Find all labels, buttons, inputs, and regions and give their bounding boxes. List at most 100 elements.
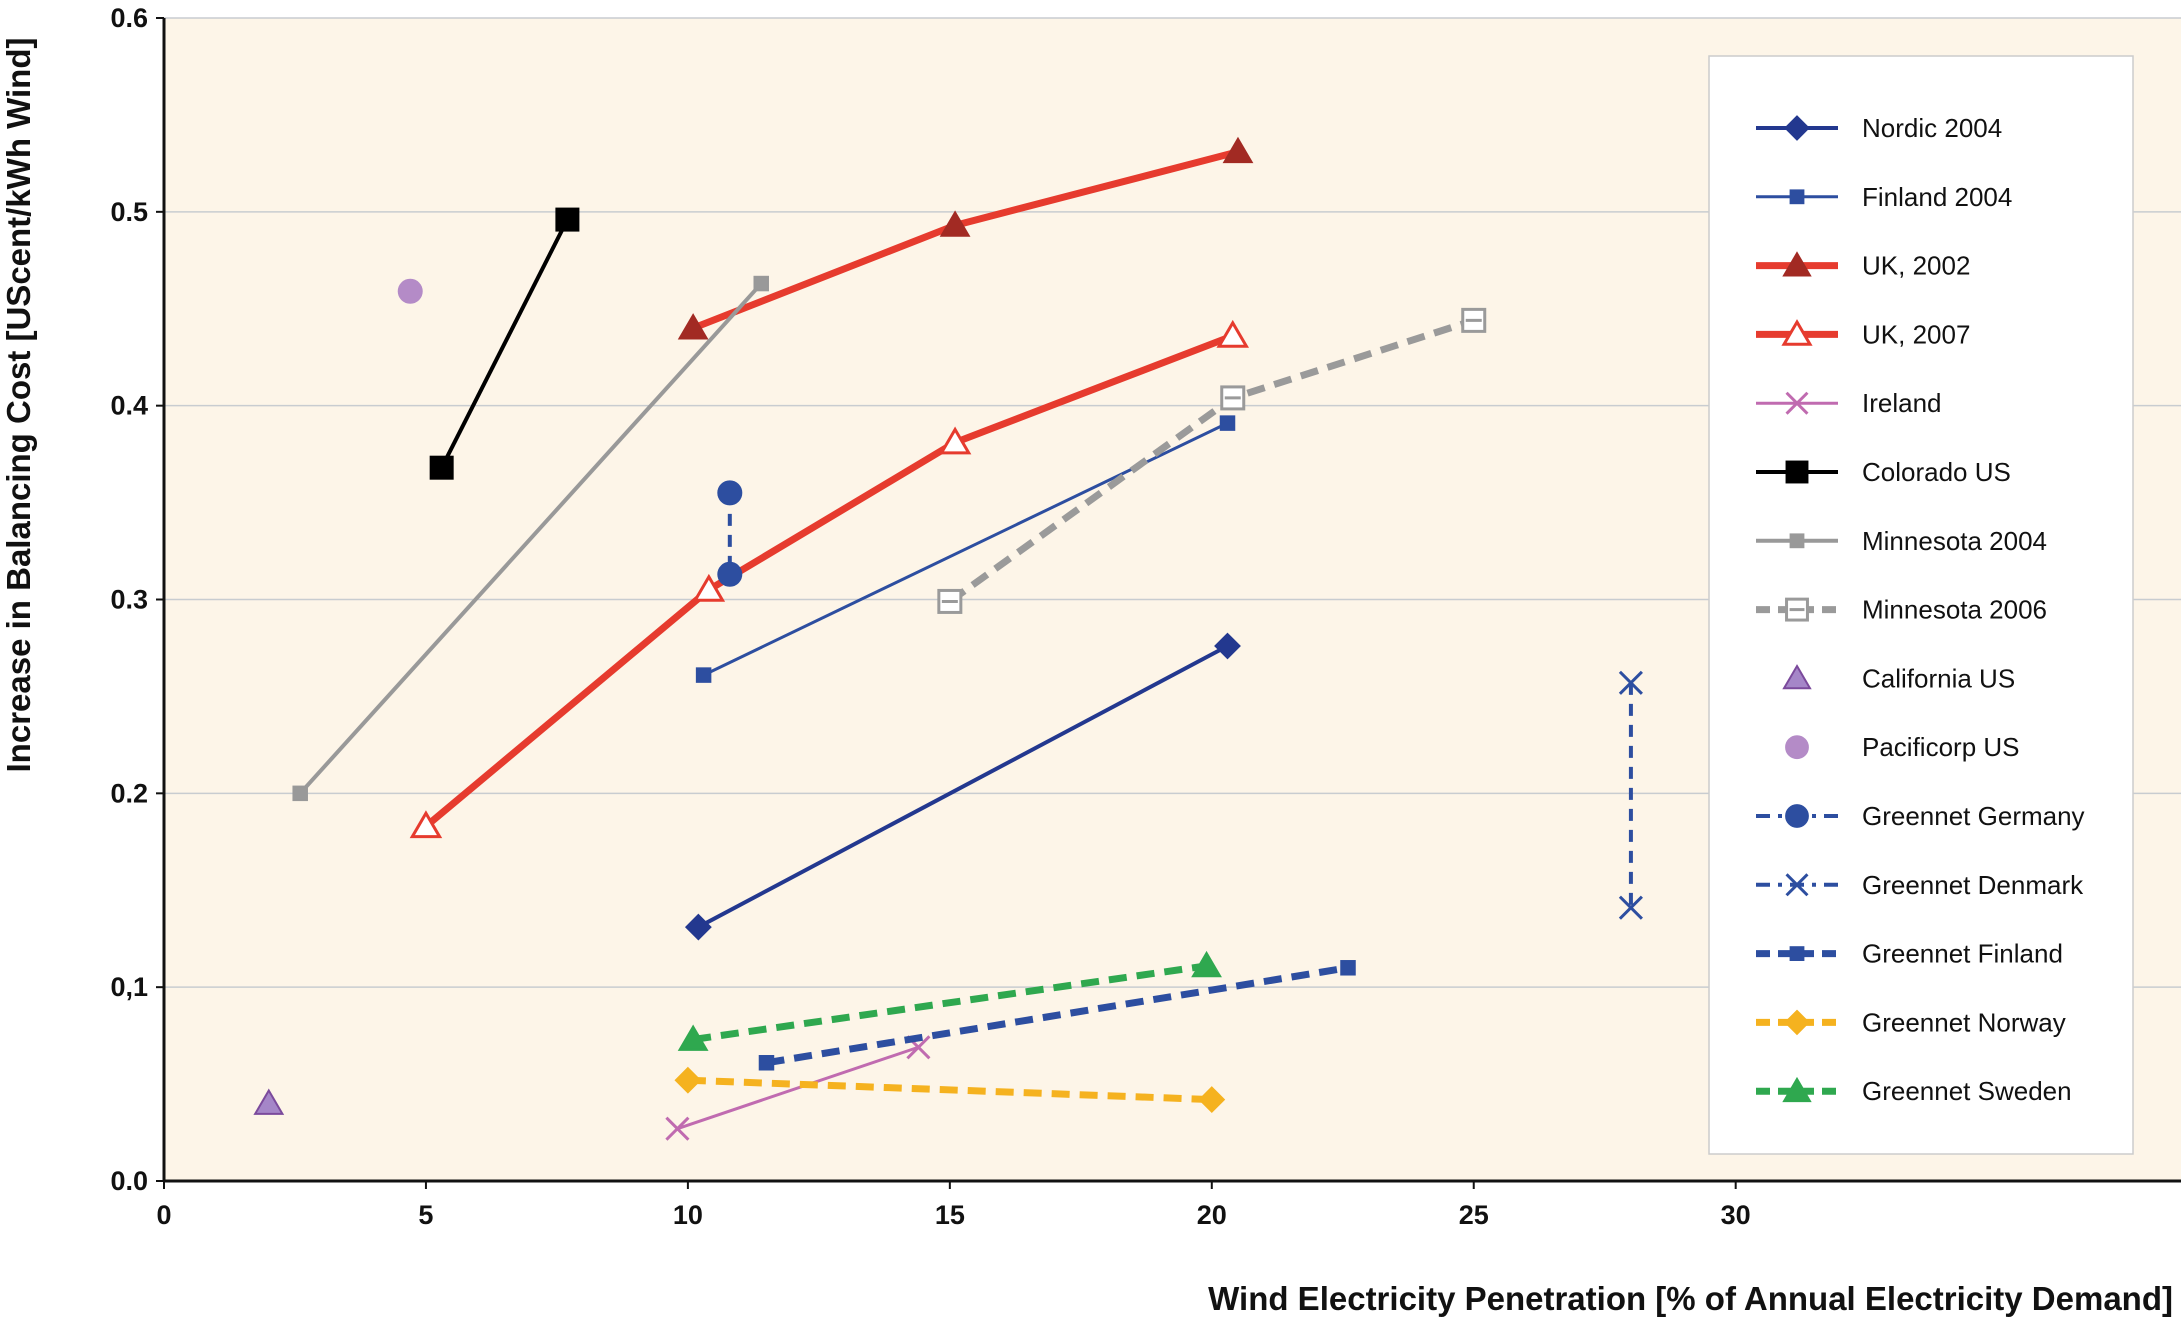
legend-item-minnesota-2004: Minnesota 2004 — [1756, 526, 2047, 556]
legend-item-minnesota-2006: Minnesota 2006 — [1756, 595, 2047, 625]
series-layer — [253, 136, 1643, 1141]
legend-label: Greennet Norway — [1862, 1007, 2066, 1037]
data-point — [1220, 385, 1246, 411]
data-point — [677, 313, 709, 340]
series-greennet-norway — [674, 1066, 1226, 1114]
legend-label: Greennet Germany — [1862, 801, 2085, 831]
legend-marker — [1789, 189, 1805, 205]
data-point — [292, 785, 308, 802]
legend-item-greennet-sweden: Greennet Sweden — [1756, 1076, 2072, 1106]
legend-label: Minnesota 2004 — [1862, 526, 2047, 556]
data-point — [253, 1088, 285, 1115]
legend-item-ireland: Ireland — [1756, 388, 1942, 418]
series-ireland — [665, 1035, 931, 1141]
legend-item-uk-2007: UK, 2007 — [1756, 319, 1970, 349]
data-point — [692, 573, 726, 602]
y-tick-label: 0.5 — [110, 197, 148, 227]
data-point — [1219, 415, 1236, 431]
series-line — [676, 1045, 919, 1131]
legend-marker — [1789, 533, 1805, 549]
legend-label: Greennet Denmark — [1862, 870, 2084, 900]
series-pacificorp-us — [397, 278, 423, 304]
legend-label: Ireland — [1862, 388, 1942, 418]
data-point — [1340, 960, 1356, 976]
data-point — [1191, 950, 1222, 978]
legend-label: Greennet Sweden — [1862, 1076, 2072, 1106]
x-axis-title: Wind Electricity Penetration [% of Annua… — [1208, 1280, 2173, 1317]
data-point — [1216, 319, 1250, 348]
legend-item-greennet-norway: Greennet Norway — [1756, 1007, 2066, 1037]
series-greennet-germany — [717, 480, 743, 587]
data-point — [758, 1055, 775, 1071]
legend-item-greennet-finland: Greennet Finland — [1756, 939, 2063, 969]
series-line — [692, 962, 1208, 1043]
x-tick-label: 30 — [1721, 1200, 1751, 1230]
legend-box — [1708, 55, 2134, 1155]
data-point — [937, 588, 963, 614]
data-point-stroke — [906, 1035, 931, 1060]
legend-item-finland-2004: Finland 2004 — [1756, 182, 2012, 212]
legend-marker — [1784, 115, 1810, 141]
legend-item-greennet-denmark: Greennet Denmark — [1756, 870, 2084, 900]
legend-marker-shape — [1785, 460, 1809, 484]
legend-marker — [1784, 1009, 1810, 1036]
series-greennet-sweden — [677, 950, 1222, 1051]
legend-marker — [1785, 460, 1809, 484]
data-point — [674, 1066, 702, 1094]
y-tick-label: 0.2 — [110, 778, 148, 808]
legend-item-greennet-germany: Greennet Germany — [1756, 801, 2085, 831]
legend-marker — [1785, 873, 1809, 897]
series-colorado-us — [429, 207, 580, 480]
legend-marker — [1789, 946, 1805, 962]
series-minnesota-2004 — [292, 275, 769, 802]
legend-marker — [1785, 597, 1809, 622]
legend-item-colorado-us: Colorado US — [1756, 457, 2011, 487]
x-tick-label: 20 — [1197, 1200, 1227, 1230]
legend-marker — [1785, 804, 1809, 828]
x-tick-label: 25 — [1459, 1200, 1489, 1230]
legend-item-uk-2002: UK, 2002 — [1756, 251, 1970, 281]
y-tick-label: 0.6 — [110, 3, 148, 33]
data-point-stroke — [1618, 670, 1643, 695]
x-tick-label: 5 — [418, 1200, 433, 1230]
data-point — [665, 1116, 690, 1141]
data-point — [684, 913, 712, 941]
series-nordic-2004 — [684, 632, 1241, 941]
data-point-stroke — [665, 1116, 690, 1141]
x-tick-label: 15 — [935, 1200, 965, 1230]
series-minnesota-2006 — [937, 307, 1487, 614]
data-point — [1222, 136, 1254, 164]
legend-item-pacificorp-us: Pacificorp US — [1785, 732, 2020, 762]
y-axis-title: Increase in Balancing Cost [UScent/kWh W… — [0, 38, 37, 773]
legend-label: UK, 2007 — [1862, 319, 1970, 349]
legend-marker-stroke — [1785, 873, 1809, 897]
legend-marker — [1782, 1076, 1812, 1103]
legend-label: Colorado US — [1862, 457, 2011, 487]
legend-label: Pacificorp US — [1862, 732, 2020, 762]
data-point — [938, 426, 972, 455]
data-point — [1461, 307, 1487, 333]
legend-label: California US — [1862, 663, 2015, 693]
series-line — [687, 1076, 1212, 1104]
legend-marker — [1785, 735, 1809, 760]
legend: Nordic 2004 Finland 2004 UK, 2002 UK, 2007 I… — [1708, 55, 2134, 1155]
legend-marker — [1785, 391, 1809, 415]
data-point — [409, 810, 443, 839]
series-line — [298, 282, 763, 795]
series-line — [697, 644, 1229, 929]
series-greennet-finland — [758, 960, 1356, 1071]
data-point — [695, 667, 712, 683]
grid-lines — [164, 17, 2181, 988]
legend-label: Greennet Finland — [1862, 939, 2063, 969]
data-point — [1214, 632, 1241, 660]
x-tick-label: 0 — [156, 1200, 171, 1230]
data-point — [939, 210, 971, 237]
data-point-shape — [429, 455, 454, 480]
data-point-stroke — [1618, 895, 1643, 920]
series-greennet-denmark — [1618, 670, 1643, 920]
legend-label: Finland 2004 — [1862, 182, 2012, 212]
data-point — [555, 207, 580, 232]
data-point — [753, 275, 769, 292]
legend-item-nordic-2004: Nordic 2004 — [1756, 113, 2002, 143]
data-point — [717, 561, 743, 587]
